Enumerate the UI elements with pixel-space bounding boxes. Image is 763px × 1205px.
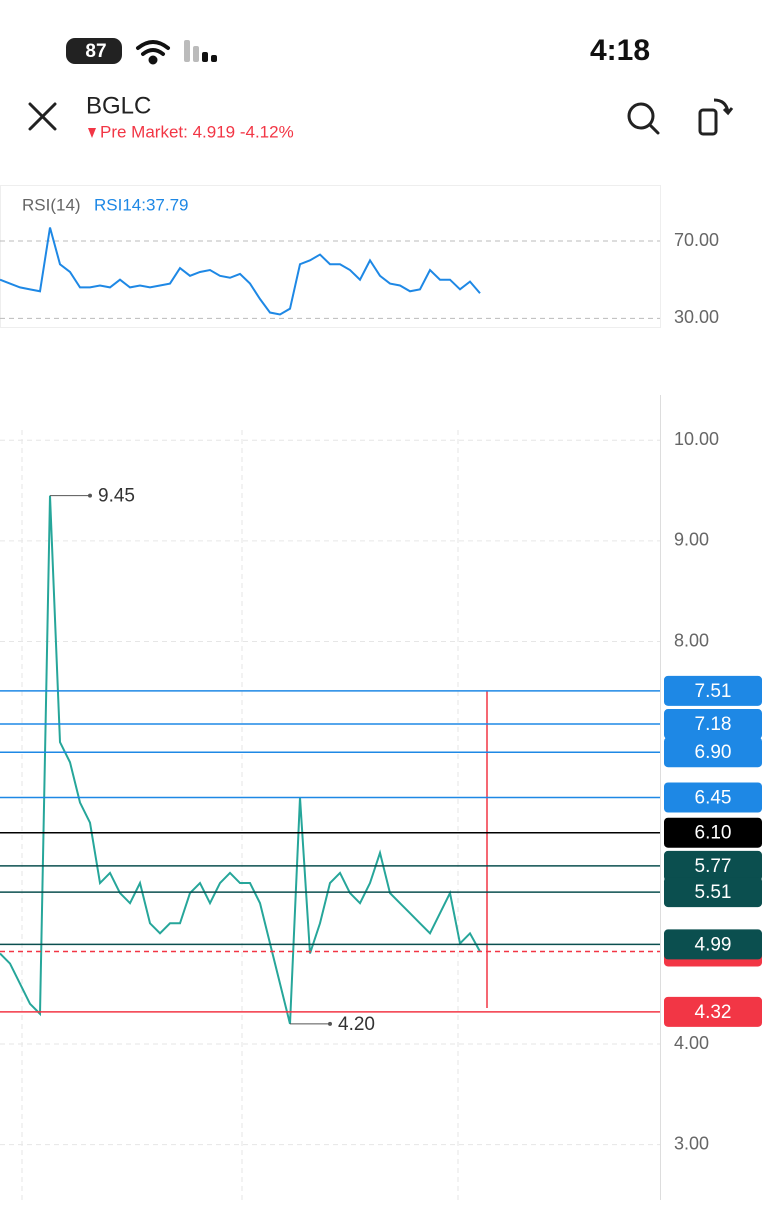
clock: 4:18 — [590, 34, 650, 67]
level-label: 5.51 — [695, 882, 732, 903]
annotation-dot — [88, 493, 92, 498]
rotate-button[interactable] — [698, 98, 734, 136]
series-line — [0, 227, 481, 316]
level-label: 5.77 — [695, 856, 732, 877]
level-tag — [664, 675, 762, 706]
signal-icon — [184, 40, 217, 62]
y-tick-label: 3.00 — [674, 1133, 709, 1153]
rsi-panel — [0, 185, 661, 328]
symbol: BGLC — [86, 92, 151, 119]
level-tag — [664, 737, 762, 768]
level-tag — [664, 996, 762, 1027]
annotation-label: 9.45 — [98, 486, 135, 507]
annotation-label: 4.20 — [338, 1014, 375, 1035]
y-tick-label: 70.00 — [674, 230, 719, 250]
level-label: 6.90 — [695, 742, 732, 763]
y-tick-label: 9.00 — [674, 530, 709, 550]
level-tag — [664, 709, 762, 740]
level-tag — [664, 782, 762, 813]
y-tick-label: 4.00 — [674, 1033, 709, 1053]
level-label: 7.18 — [695, 714, 732, 735]
level-label: 7.51 — [695, 681, 732, 702]
level-tag — [664, 929, 762, 960]
level-label: 4.32 — [695, 1002, 732, 1023]
y-tick-label: 10.00 — [674, 429, 719, 449]
search-button[interactable] — [627, 102, 660, 135]
rsi-legend: RSI14:37.79 — [94, 195, 189, 214]
level-label: 4.99 — [695, 934, 732, 955]
premarket-quote: Pre Market: 4.919 -4.12% — [100, 122, 294, 141]
battery-icon — [66, 38, 122, 64]
wifi-icon — [136, 40, 170, 65]
close-button[interactable] — [28, 102, 57, 131]
level-label: 6.10 — [695, 823, 732, 844]
level-tag — [664, 850, 762, 881]
level-tag — [664, 817, 762, 848]
y-tick-label: 8.00 — [674, 630, 709, 650]
y-tick-label: 30.00 — [674, 307, 719, 327]
down-arrow — [88, 128, 96, 138]
level-tag — [664, 877, 762, 908]
series-line — [0, 495, 481, 1025]
battery-level: 87 — [85, 41, 106, 62]
annotation-dot — [328, 1021, 332, 1026]
rsi-title: RSI(14) — [22, 195, 81, 214]
level-label: 6.45 — [695, 788, 732, 809]
